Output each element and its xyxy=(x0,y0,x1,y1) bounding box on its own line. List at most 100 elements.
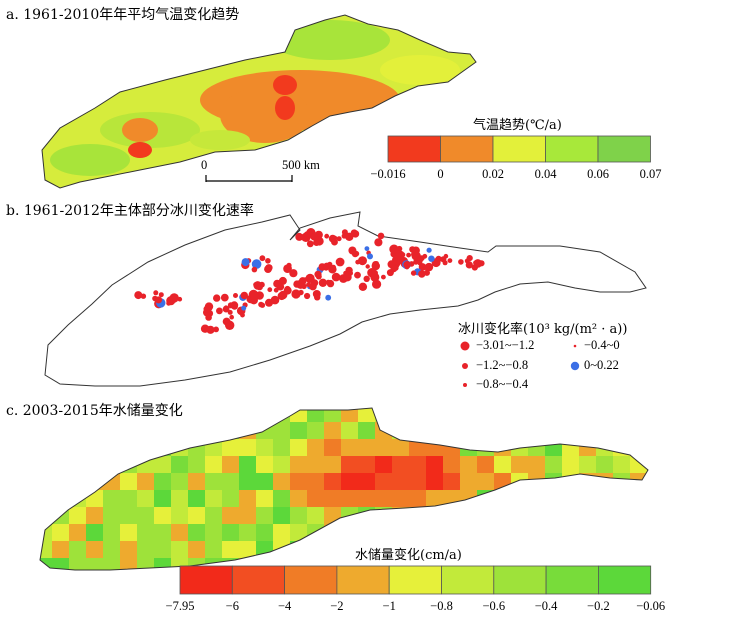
grid-cell xyxy=(222,439,240,457)
grid-cell xyxy=(358,456,376,474)
glacier-point xyxy=(134,291,143,300)
glacier-point xyxy=(406,252,411,258)
glacier-point xyxy=(389,244,399,254)
grid-cell xyxy=(69,456,87,474)
grid-cell xyxy=(171,524,189,542)
legend-a-tick-4: 0.04 xyxy=(534,167,557,181)
glacier-point xyxy=(229,314,234,320)
grid-cell xyxy=(358,524,376,542)
grid-cell xyxy=(188,456,206,474)
grid-cell xyxy=(443,456,461,474)
grid-cell xyxy=(137,507,155,525)
grid-cell xyxy=(188,490,206,508)
glacier-point xyxy=(345,232,354,241)
grid-cell xyxy=(103,439,121,457)
grid-cell xyxy=(188,408,206,423)
glacier-point xyxy=(404,264,410,270)
grid-cell xyxy=(154,422,172,440)
glacier-point xyxy=(315,273,322,280)
grid-cell xyxy=(290,473,308,491)
grid-cell xyxy=(40,422,53,440)
grid-cell xyxy=(392,524,410,542)
glacier-point xyxy=(364,246,370,252)
grid-cell xyxy=(205,524,223,542)
grid-cell xyxy=(630,439,648,457)
glacier-point xyxy=(328,265,337,274)
grid-cell xyxy=(86,456,104,474)
grid-cell xyxy=(443,473,461,491)
grid-cell xyxy=(239,473,257,491)
grid-cell xyxy=(511,473,529,491)
glacier-point xyxy=(283,264,292,274)
glacier-point xyxy=(423,269,430,276)
glacier-point xyxy=(426,247,432,253)
glacier-point xyxy=(250,291,260,301)
grid-cell xyxy=(460,422,478,440)
grid-cell xyxy=(239,408,257,423)
grid-cell xyxy=(409,439,427,457)
glacier-point xyxy=(267,287,273,293)
glacier-point xyxy=(166,300,172,306)
grid-cell xyxy=(426,473,444,491)
grid-cell xyxy=(239,439,257,457)
grid-cell xyxy=(103,490,121,508)
glacier-point xyxy=(303,231,311,239)
glacier-point xyxy=(310,232,319,241)
grid-cell xyxy=(324,490,342,508)
grid-cell xyxy=(239,541,257,559)
grid-cell xyxy=(273,456,291,474)
grid-cell xyxy=(528,490,546,508)
legend-c-tick-5: −1 xyxy=(382,599,396,613)
grid-cell xyxy=(103,524,121,542)
grid-cell xyxy=(477,456,495,474)
grid-cell xyxy=(290,408,308,423)
legend-a-tick-2: 0 xyxy=(437,167,444,181)
legend-c-tick-10: −0.06 xyxy=(636,599,666,613)
grid-cell xyxy=(222,507,240,525)
grid-cell xyxy=(222,541,240,559)
grid-cell xyxy=(273,473,291,491)
legend-c-bar xyxy=(179,565,652,595)
grid-cell xyxy=(579,408,597,423)
glacier-point xyxy=(343,272,352,282)
grid-cell xyxy=(120,524,138,542)
legend-c-swatch-6 xyxy=(441,565,495,595)
glacier-point xyxy=(442,260,448,266)
legend-b-class-1: −3.01~−1.2 xyxy=(476,338,535,352)
grid-cell xyxy=(341,490,359,508)
grid-cell xyxy=(40,541,53,559)
grid-cell xyxy=(290,507,308,525)
grid-cell xyxy=(596,490,614,508)
glacier-point xyxy=(306,282,312,288)
grid-cell xyxy=(494,507,512,525)
grid-cell xyxy=(358,473,376,491)
grid-cell xyxy=(290,490,308,508)
grid-cell xyxy=(460,456,478,474)
grid-cell xyxy=(647,490,648,508)
glacier-point xyxy=(241,258,250,267)
glacier-point xyxy=(216,307,223,315)
glacier-point xyxy=(447,258,453,263)
legend-c-swatch-4 xyxy=(336,565,390,595)
glacier-point xyxy=(203,305,210,313)
grid-cell xyxy=(460,507,478,525)
grid-cell xyxy=(290,422,308,440)
grid-cell xyxy=(205,422,223,440)
legend-c-swatch-1 xyxy=(179,565,233,595)
glacier-point xyxy=(225,320,235,330)
glacier-point xyxy=(241,305,247,311)
grid-cell xyxy=(205,541,223,559)
panel-c-title: c. 2003-2015年水储量变化 xyxy=(6,403,183,419)
panel-b-title: b. 1961-2012年主体部分冰川变化速率 xyxy=(6,203,254,219)
grid-cell xyxy=(307,456,325,474)
grid-cell xyxy=(205,408,223,423)
grid-cell xyxy=(171,473,189,491)
grid-cell xyxy=(86,422,104,440)
grid-cell xyxy=(579,541,597,559)
grid-cell xyxy=(409,456,427,474)
grid-cell xyxy=(596,507,614,525)
glacier-point xyxy=(341,229,348,236)
grid-cell xyxy=(273,490,291,508)
grid-cell xyxy=(443,507,461,525)
grid-cell xyxy=(120,558,138,570)
